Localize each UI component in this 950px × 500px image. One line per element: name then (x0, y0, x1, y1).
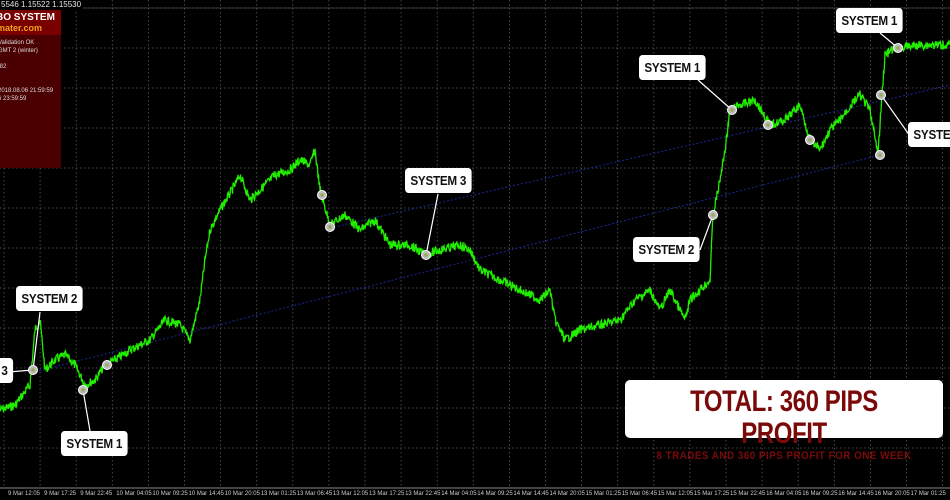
panel-line (0, 79, 61, 87)
leader-line (880, 94, 911, 137)
time-tick-label: 14 Mar 20:05 (549, 491, 585, 497)
panel-line: GMT 2 (winter) (0, 48, 38, 54)
time-tick-label: 15 Mar 17:25 (693, 491, 730, 497)
trade-marker-dot (808, 138, 812, 142)
panel-header: BO SYSTEM mater.com (0, 10, 61, 35)
trade-marker-dot (320, 193, 324, 197)
time-tick-label: 13 Mar 22:45 (405, 491, 441, 497)
panel-line: .82 (0, 64, 7, 70)
time-tick-label: 13 Mar 12:05 (332, 491, 369, 497)
time-tick-label: 10 Mar 20:05 (224, 491, 260, 497)
trade-marker-dot (328, 225, 332, 229)
trade-marker-dot (896, 46, 900, 50)
trade-marker-dot (878, 153, 882, 157)
panel-title: BO SYSTEM (0, 12, 55, 23)
time-tick-label: 16 Mar 20:05 (874, 491, 910, 497)
time-axis: 9 Mar 12:05 9 Mar 17:25 9 Mar 22:45 10 Mar … (0, 489, 950, 500)
system-label: SYSTEM 3 (405, 168, 472, 193)
leader-line (699, 214, 714, 251)
time-tick-label: 10 Mar 04:05 (116, 491, 152, 497)
system-label: SYSTEM 1 (836, 8, 903, 33)
panel-line: 6 23:59:59 (0, 96, 27, 102)
time-tick-label: 9 Mar 22:45 (80, 491, 113, 497)
time-tick-label: 14 Mar 04:05 (441, 491, 477, 497)
quote-bar: 5546 1.15522 1.15530 (0, 0, 84, 10)
trade-marker-dot (711, 213, 715, 217)
system-label: SYSTEM 2 (633, 237, 700, 262)
trade-marker-dot (766, 123, 770, 127)
trade-marker-dot (730, 108, 734, 112)
time-tick-label: 14 Mar 09:25 (477, 491, 513, 497)
system-label: 3 (0, 358, 14, 383)
panel-line: Validation OK (0, 40, 35, 46)
total-headline: TOTAL: 360 PIPS PROFIT (690, 385, 878, 450)
time-tick-label: 15 Mar 06:45 (621, 491, 658, 497)
time-tick-label: 9 Mar 12:05 (8, 491, 41, 497)
time-tick-label: 13 Mar 17:25 (369, 491, 405, 497)
trend-line (329, 84, 950, 229)
leader-line (697, 79, 733, 111)
expert-info-panel: BO SYSTEM mater.com Validation OK GMT 2 … (0, 10, 61, 168)
panel-line (0, 71, 61, 79)
leader-line (425, 193, 439, 256)
system-label: SYSTEM (908, 122, 950, 147)
trade-marker-dot (31, 368, 35, 372)
trend-line (34, 154, 881, 373)
time-tick-label: 16 Mar 09:25 (802, 491, 838, 497)
time-tick-label: 10 Mar 09:25 (152, 491, 188, 497)
leader-line (32, 311, 41, 371)
time-tick-label: 15 Mar 22:45 (730, 491, 766, 497)
time-tick-label: 10 Mar 14:45 (188, 491, 224, 497)
panel-site: mater.com (0, 23, 43, 33)
price-line (0, 39, 950, 413)
trade-marker-dot (424, 253, 428, 257)
time-tick-label: 14 Mar 14:45 (513, 491, 549, 497)
system-label: SYSTEM 1 (61, 431, 128, 456)
trade-marker-dot (81, 388, 85, 392)
time-tick-label: 15 Mar 01:25 (585, 491, 621, 497)
time-tick-label: 15 Mar 12:05 (657, 491, 694, 497)
leader-line (82, 389, 91, 432)
trade-marker-dot (105, 363, 109, 367)
time-tick-label: 17 Mar 01:25 (910, 491, 946, 497)
time-tick-label: 13 Mar 06:45 (296, 491, 333, 497)
time-tick-label: 13 Mar 01:25 (260, 491, 297, 497)
total-profit-banner: TOTAL: 360 PIPS PROFIT 8 TRADES AND 360 … (625, 380, 943, 462)
system-label: SYSTEM 2 (16, 286, 83, 311)
panel-line (0, 55, 61, 63)
trade-marker-dot (879, 93, 883, 97)
panel-line: 2018.08.06 21:59:59 (0, 88, 54, 94)
system-label: SYSTEM 1 (639, 55, 706, 80)
time-tick-label: 16 Mar 04:05 (766, 491, 802, 497)
total-subline: 8 TRADES AND 360 PIPS PROFIT FOR ONE WEE… (656, 450, 912, 462)
time-tick-label: 9 Mar 17:25 (44, 491, 77, 497)
time-tick-label: 16 Mar 14:45 (838, 491, 874, 497)
